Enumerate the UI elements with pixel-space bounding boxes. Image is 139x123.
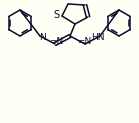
Text: =N: =N bbox=[49, 37, 63, 46]
Text: =N: =N bbox=[77, 37, 91, 46]
Text: N: N bbox=[39, 32, 45, 41]
Text: S: S bbox=[53, 10, 59, 20]
Text: HN: HN bbox=[91, 32, 105, 41]
